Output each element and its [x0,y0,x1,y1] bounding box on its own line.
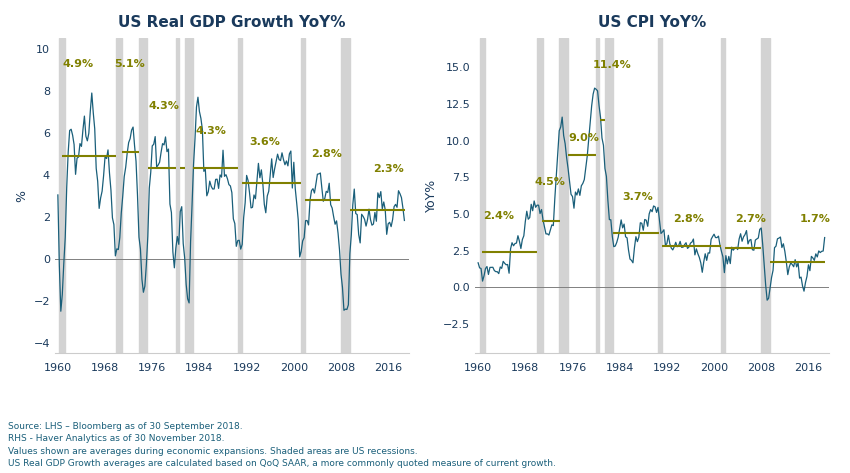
Text: Source: LHS – Bloomberg as of 30 September 2018.
RHS - Haver Analytics as of 30 : Source: LHS – Bloomberg as of 30 Septemb… [8,422,557,468]
Text: 4.5%: 4.5% [534,177,565,187]
Bar [596,38,599,353]
Text: 2.8%: 2.8% [672,214,704,224]
Text: 9.0%: 9.0% [569,133,599,143]
Text: 1.7%: 1.7% [800,214,830,224]
Text: 2.7%: 2.7% [734,214,766,224]
Text: 4.9%: 4.9% [63,59,94,69]
Bar [60,38,65,353]
Text: 5.1%: 5.1% [114,59,144,69]
Bar [341,38,350,353]
Title: US Real GDP Growth YoY%: US Real GDP Growth YoY% [118,15,346,30]
Text: 3.7%: 3.7% [623,192,654,202]
Bar [479,38,485,353]
Y-axis label: YoY%: YoY% [425,179,438,212]
Bar [238,38,241,353]
Bar [536,38,542,353]
Bar [184,38,193,353]
Text: 4.3%: 4.3% [148,101,179,111]
Bar [721,38,725,353]
Text: 2.4%: 2.4% [483,211,514,221]
Bar [605,38,613,353]
Text: 2.8%: 2.8% [311,149,343,159]
Text: 2.3%: 2.3% [373,164,405,174]
Bar [116,38,122,353]
Text: 3.6%: 3.6% [250,137,280,147]
Y-axis label: %: % [15,190,28,201]
Bar [176,38,178,353]
Title: US CPI YoY%: US CPI YoY% [598,15,706,30]
Bar [301,38,305,353]
Text: 4.3%: 4.3% [196,126,226,136]
Bar [559,38,568,353]
Bar [761,38,770,353]
Bar [658,38,662,353]
Text: 11.4%: 11.4% [593,60,632,70]
Bar [139,38,147,353]
